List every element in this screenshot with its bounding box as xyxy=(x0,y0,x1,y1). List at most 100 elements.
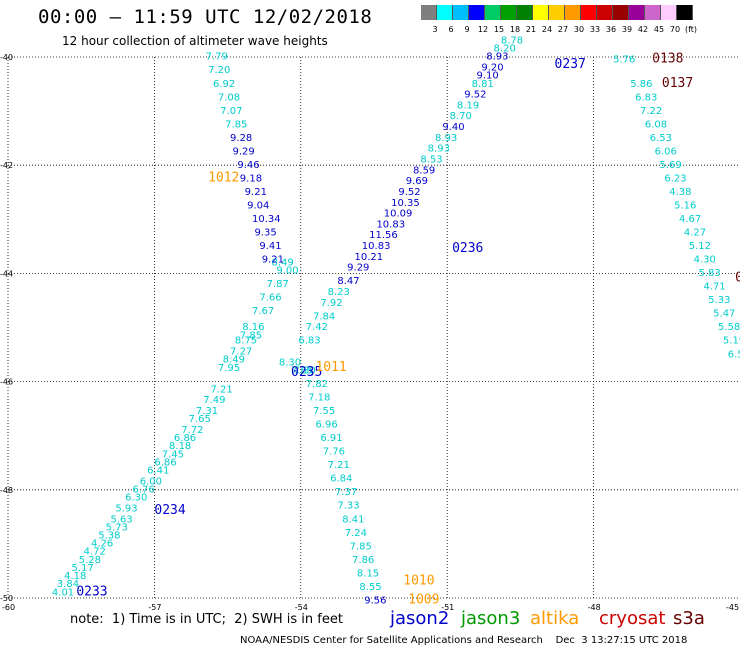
swh-value: 8.18 xyxy=(169,441,191,452)
swh-value: 5.93 xyxy=(115,503,137,514)
y-tick-label: -44 xyxy=(0,269,13,278)
colorbar-swatch xyxy=(597,5,613,20)
swh-value: 7.65 xyxy=(291,365,313,376)
swh-value: 9.35 xyxy=(254,228,276,239)
swh-value: 7.21 xyxy=(328,460,350,471)
swh-value: 8.49 xyxy=(223,355,245,366)
swh-value: 5.17 xyxy=(71,563,93,574)
swh-value: 5.83 xyxy=(699,268,721,279)
swh-value: 6.96 xyxy=(315,420,337,431)
swh-value: 8.41 xyxy=(342,514,364,525)
pass-label: 1010 xyxy=(403,573,434,588)
pass-label: 0 xyxy=(735,271,740,286)
swh-value: 9.10 xyxy=(476,71,498,82)
swh-value: 9.29 xyxy=(232,146,254,157)
colorbar-swatch xyxy=(645,5,661,20)
colorbar-label: 12 xyxy=(477,25,489,34)
colorbar-label: 21 xyxy=(525,25,537,34)
swh-value: 7.84 xyxy=(313,311,335,322)
swh-value: 7.08 xyxy=(218,92,240,103)
chart-subtitle: 12 hour collection of altimeter wave hei… xyxy=(62,34,328,48)
swh-value: 5.38 xyxy=(98,530,120,541)
colorbar-swatch xyxy=(453,5,469,20)
footnote: note: 1) Time is in UTC; 2) SWH is in fe… xyxy=(70,612,343,627)
colorbar-label: 3 xyxy=(432,25,438,34)
colorbar-label: 15 xyxy=(493,25,505,34)
swh-value: 5.73 xyxy=(106,522,128,533)
swh-value: 4.67 xyxy=(679,214,701,225)
colorbar-label: 39 xyxy=(621,25,633,34)
swh-value: 3.84 xyxy=(57,579,79,590)
x-tick-label: -45 xyxy=(726,603,739,612)
swh-value: 7.82 xyxy=(306,379,328,390)
swh-value: 7.37 xyxy=(335,487,357,498)
swh-value: 7.49 xyxy=(203,395,225,406)
swh-value: 7.72 xyxy=(181,425,203,436)
colorbar-swatch xyxy=(581,5,597,20)
swh-value: 7.24 xyxy=(345,528,367,539)
swh-value: 4.71 xyxy=(703,282,725,293)
colorbar-label: 18 xyxy=(509,25,521,34)
swh-value: 8.15 xyxy=(357,568,379,579)
swh-value: 6.91 xyxy=(320,433,342,444)
swh-value: 9.04 xyxy=(247,200,269,211)
swh-value: 6.83 xyxy=(298,336,320,347)
swh-value: 8.55 xyxy=(359,582,381,593)
colorbar-label: 24 xyxy=(541,25,553,34)
swh-value: 8.16 xyxy=(242,322,264,333)
swh-value: 7.85 xyxy=(350,541,372,552)
swh-value: 8.75 xyxy=(235,336,257,347)
swh-value: 5.76 xyxy=(613,54,635,65)
swh-value: 7.18 xyxy=(308,393,330,404)
swh-value: 6.92 xyxy=(213,79,235,90)
swh-value: 7.33 xyxy=(337,501,359,512)
x-tick-label: -48 xyxy=(588,603,601,612)
colorbar-swatch xyxy=(437,5,453,20)
swh-value: 8.81 xyxy=(472,79,494,90)
swh-value: 7.79 xyxy=(206,52,228,63)
colorbar-label: 27 xyxy=(557,25,569,34)
swh-value: 5.16 xyxy=(674,200,696,211)
swh-value: 5.19 xyxy=(723,336,740,347)
swh-value: 4.01 xyxy=(52,587,74,598)
swh-value: 7.07 xyxy=(220,106,242,117)
swh-value: 9.40 xyxy=(442,122,464,133)
swh-value: 6.30 xyxy=(125,493,147,504)
swh-value: 6.23 xyxy=(664,173,686,184)
y-tick-label: -40 xyxy=(0,53,13,62)
swh-value: 7.42 xyxy=(306,322,328,333)
swh-value: 8.49 xyxy=(272,257,294,268)
swh-value: 9.46 xyxy=(237,160,259,171)
swh-value: 7.76 xyxy=(323,447,345,458)
colorbar-label: 70 xyxy=(669,25,681,34)
swh-value: 10.35 xyxy=(391,198,420,209)
swh-value: 6.86 xyxy=(154,457,176,468)
swh-value: 10.83 xyxy=(376,219,405,230)
swh-value: 7.87 xyxy=(267,279,289,290)
swh-value: 8.47 xyxy=(337,276,359,287)
swh-value: 9.18 xyxy=(240,173,262,184)
pass-label: 0138 xyxy=(652,51,683,66)
colorbar-swatch xyxy=(613,5,629,20)
swh-value: 6.06 xyxy=(655,146,677,157)
swh-value: 6.51 xyxy=(728,349,740,360)
colorbar-swatch xyxy=(533,5,549,20)
y-tick-label: -42 xyxy=(0,161,13,170)
pass-label: 0137 xyxy=(662,76,693,91)
swh-value: 8.93 xyxy=(486,52,508,63)
swh-value: 7.92 xyxy=(320,298,342,309)
swh-value: 8.93 xyxy=(435,133,457,144)
colorbar-label: 30 xyxy=(573,25,585,34)
swh-value: 7.30 xyxy=(293,365,315,376)
swh-value: 7.31 xyxy=(196,406,218,417)
mission-jason3: jason3 xyxy=(461,608,521,629)
mission-jason2: jason2 xyxy=(390,608,450,629)
colorbar-label: 36 xyxy=(605,25,617,34)
x-tick-label: -54 xyxy=(295,603,308,612)
pass-label: 0234 xyxy=(154,503,185,518)
swh-value: 8.78 xyxy=(501,35,523,46)
swh-value: 8.70 xyxy=(450,111,472,122)
swh-value: 7.85 xyxy=(225,119,247,130)
colorbar-swatch xyxy=(469,5,485,20)
swh-value: 5.12 xyxy=(689,241,711,252)
